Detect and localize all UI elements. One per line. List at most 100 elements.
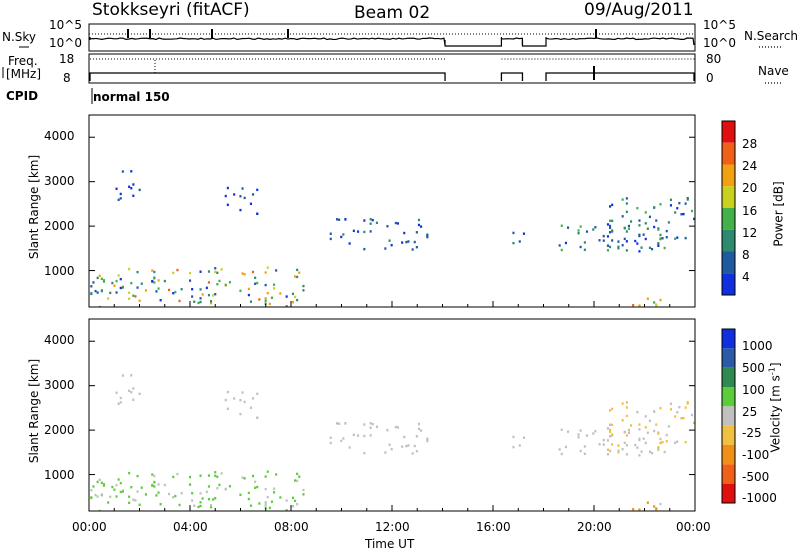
power-colorbar-segment [722,164,735,187]
power-cell [130,281,133,285]
velocity-colorbar-frame [721,328,736,504]
velocity-cell [151,473,154,476]
power-cell [661,237,664,240]
power-cell [285,305,288,307]
power-cell [606,235,609,238]
velocity-cell [606,439,609,442]
power-colorbar-segment [722,142,735,165]
velocity-cell [264,506,267,509]
velocity-cell [132,398,135,401]
velocity-cell [224,487,227,491]
velocity-cell [638,454,641,457]
velocity-cell [207,497,210,501]
velocity-cell [163,483,166,487]
power-cell [659,298,662,302]
velocity-cell [296,479,299,483]
power-cell [296,298,299,302]
power-cell [90,292,93,296]
velocity-cell [375,425,378,429]
beam-title: Beam 02 [354,3,431,23]
power-colorbar-segment [722,121,735,143]
power-cell [340,235,343,239]
velocity-cell [512,435,515,439]
nsky-panel [88,23,696,52]
velocity-cell [676,440,679,443]
velocity-cell [199,504,202,508]
power-cell [128,185,131,188]
power-cell [342,233,345,236]
axis-ticks [88,136,696,511]
velocity-cell [117,402,120,406]
power-cell [128,297,131,300]
velocity-cell [617,449,620,452]
power-range-tick-1000: 1000 [44,264,75,278]
power-cell [111,281,114,285]
power-cell [252,193,255,196]
velocity-cell [644,415,647,418]
velocity-cell [390,447,393,451]
power-cell [256,212,259,215]
velocity-cell [659,437,662,441]
power-cell [512,231,515,235]
velocity-scale-label-close: ] [768,362,783,368]
power-cell [92,281,95,284]
velocity-cell [690,413,693,417]
power-cell [291,292,294,296]
power-cell [216,271,219,275]
power-cell [609,226,612,230]
power-cell [611,239,614,242]
velocity-cell [611,443,614,446]
velocity-cell [617,444,620,447]
power-heatmap [90,170,695,307]
power-cell [625,210,628,214]
power-cell [247,293,250,297]
velocity-range-axis-label: Slant Range [km] [27,358,42,464]
velocity-cell [294,499,297,503]
power-cell [172,291,175,295]
velocity-cell [342,437,345,440]
velocity-cell [352,433,355,437]
power-cell [636,242,639,245]
power-cell [302,289,305,292]
velocity-cell [606,453,609,456]
power-cell [153,281,156,284]
date-title: 09/Aug/2011 [584,0,694,20]
power-cell [264,271,267,274]
power-cell [617,240,620,243]
velocity-cell [329,441,332,445]
power-cell [585,230,588,233]
power-cell [199,300,202,304]
velocity-cell [243,477,246,480]
velocity-cell [98,478,101,482]
velocity-cell [270,500,273,503]
time-tick-0000: 00:00 [72,520,107,534]
velocity-panel-frame [88,318,696,512]
power-colorbar-segment [722,251,735,274]
nsearch-tick-bottom: 10^0 [703,36,736,50]
velocity-cell [159,503,162,506]
power-cell [214,270,217,274]
power-cell [669,198,672,202]
power-cell [669,204,672,207]
power-cell [296,275,299,279]
velocity-cell [634,443,637,447]
power-cell [560,248,563,252]
velocity-cell [417,422,420,426]
velocity-cell [411,452,414,455]
power-cell [579,225,582,228]
power-cell [617,247,620,250]
velocity-cell [224,398,227,402]
power-cell [302,284,305,288]
power-cell [594,226,597,229]
velocity-cell [264,487,267,491]
power-cell [212,294,215,297]
power-cell [375,221,378,225]
power-cell [405,240,408,244]
power-cell [199,297,202,300]
velocity-cell [233,397,236,400]
power-cell [657,242,660,245]
velocity-cell [218,483,221,487]
velocity-cell [560,428,563,431]
power-cell [107,297,110,300]
velocity-cell [197,505,200,509]
